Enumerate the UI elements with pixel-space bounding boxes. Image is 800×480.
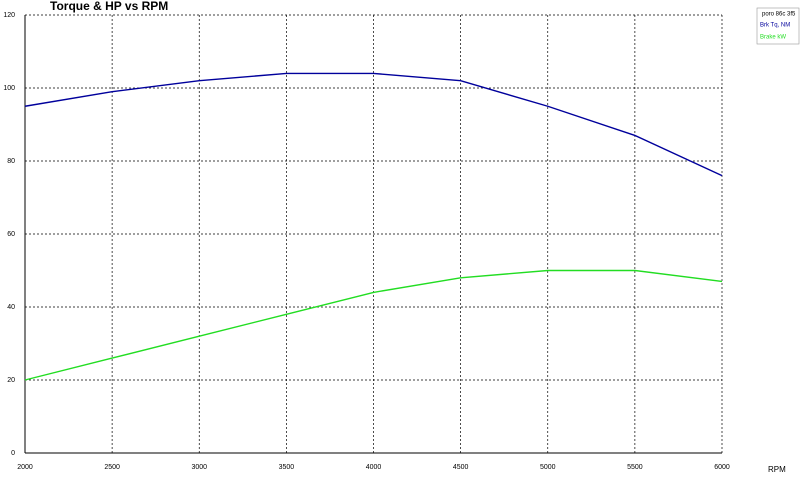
x-tick-label: 2500 (104, 464, 120, 471)
series-line (24, 72, 723, 177)
y-tick-label: 120 (3, 12, 15, 19)
y-tick-label: 40 (7, 304, 15, 311)
x-tick-label: 5500 (627, 464, 643, 471)
x-tick-label: 5000 (540, 464, 556, 471)
y-tick-label: 100 (3, 85, 15, 92)
legend-label: Brake kW (760, 35, 786, 41)
y-tick-label: 0 (11, 450, 15, 457)
chart-title: Torque & HP vs RPM (50, 0, 168, 13)
legend-label: Brk Tq, NM (760, 23, 790, 29)
y-tick-label: 80 (7, 158, 15, 165)
x-axis-label: RPM (768, 465, 786, 474)
y-tick-label: 60 (7, 231, 15, 238)
x-tick-label: 2000 (17, 464, 33, 471)
x-tick-label: 6000 (714, 464, 730, 471)
x-tick-label: 4500 (453, 464, 469, 471)
legend-title: poro 86c 3f5 (762, 12, 796, 18)
y-tick-label: 20 (7, 377, 15, 384)
series-line (24, 269, 723, 381)
x-tick-label: 4000 (366, 464, 382, 471)
legend-box (756, 7, 800, 45)
x-tick-label: 3000 (191, 464, 207, 471)
x-tick-label: 3500 (279, 464, 295, 471)
